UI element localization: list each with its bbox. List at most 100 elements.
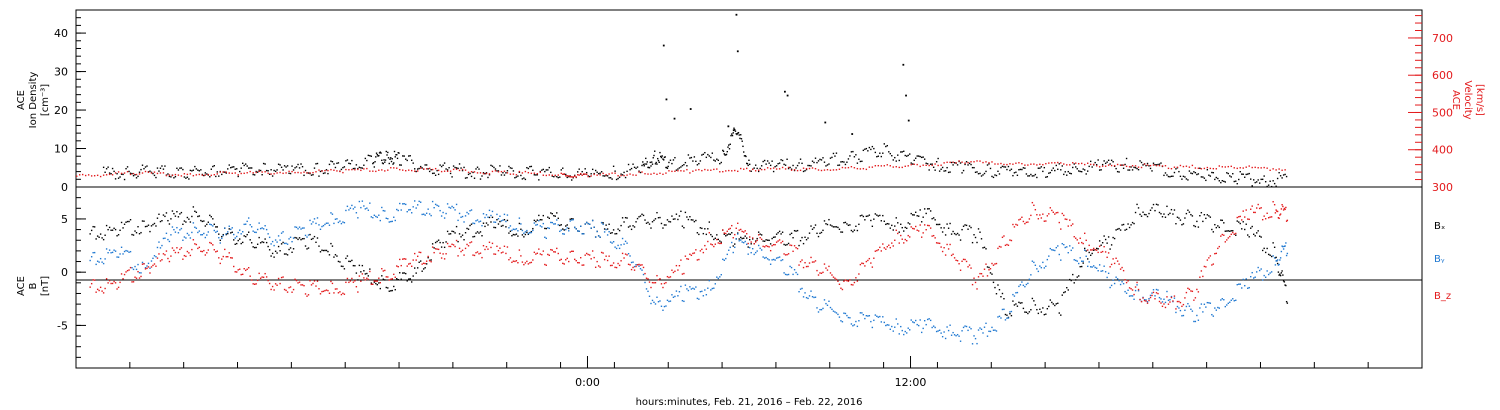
density-point-270 — [479, 178, 482, 180]
bz-point-49 — [162, 253, 165, 255]
by-point-8 — [101, 261, 103, 263]
velocity-point-266 — [844, 167, 847, 169]
bx-point-693 — [1125, 228, 1128, 231]
density-point-230 — [419, 165, 422, 168]
density-point-845 — [1285, 175, 1288, 178]
density-point-184 — [375, 156, 377, 158]
bz-point-149 — [312, 282, 314, 285]
velocity-point-49 — [222, 171, 224, 173]
density-point-4 — [108, 172, 111, 174]
velocity-point-328 — [1030, 163, 1032, 165]
bx-point-436 — [741, 237, 743, 240]
bz-point-613 — [1006, 243, 1008, 246]
density-point-352 — [602, 175, 604, 177]
bz-point-564 — [932, 234, 935, 237]
bx-point-413 — [707, 228, 709, 230]
velocity-point-89 — [342, 171, 344, 174]
density-point-544 — [835, 152, 838, 154]
bz-point-736 — [1190, 290, 1192, 292]
bz-point-773 — [1245, 209, 1247, 211]
bz-point-782 — [1258, 207, 1261, 210]
bz-point-635 — [1039, 214, 1041, 216]
by-point-139 — [297, 228, 299, 230]
bz-point-650 — [1061, 212, 1063, 215]
by-point-28 — [131, 267, 133, 269]
velocity-point-355 — [1110, 164, 1113, 167]
density-point-749 — [1142, 164, 1144, 166]
bx-point-712 — [1154, 209, 1156, 212]
bx-point-126 — [277, 245, 280, 248]
by-point-691 — [1122, 282, 1125, 285]
by-point-726 — [1175, 311, 1177, 314]
velocity-point-61 — [258, 170, 260, 172]
bz-point-732 — [1184, 297, 1186, 299]
bx-point-808 — [1285, 300, 1288, 303]
bz-point-585 — [964, 258, 966, 261]
bz-point-697 — [1131, 289, 1134, 291]
bz-point-294 — [529, 262, 531, 264]
bz-point-589 — [970, 267, 972, 269]
bz-point-83 — [213, 249, 215, 251]
bx-point-16 — [113, 227, 115, 230]
density-point-234 — [425, 164, 428, 166]
bz-point-435 — [740, 228, 742, 231]
bx-point-298 — [535, 220, 537, 223]
bz-point-277 — [503, 245, 506, 247]
bx-point-110 — [253, 246, 256, 249]
density-point-695 — [1061, 165, 1063, 167]
bz-point-0 — [89, 286, 91, 288]
density-point-386 — [647, 166, 649, 169]
by-point-636 — [1040, 266, 1043, 269]
density-point-165 — [349, 163, 352, 165]
bx-point-284 — [514, 234, 516, 236]
bz-point-677 — [1101, 250, 1104, 253]
velocity-point-225 — [722, 170, 724, 173]
by-point-564 — [932, 325, 935, 327]
by-point-453 — [766, 258, 769, 260]
bz-point-805 — [1283, 207, 1286, 210]
bz-point-608 — [998, 245, 1001, 248]
velocity-point-325 — [1021, 162, 1023, 165]
density-point-362 — [617, 177, 619, 180]
velocity-point-56 — [243, 172, 245, 175]
bz-point-79 — [207, 249, 210, 251]
bz-point-17 — [114, 282, 117, 284]
bx-point-596 — [980, 238, 983, 240]
density-point-755 — [1151, 170, 1153, 172]
by-point-69 — [192, 222, 195, 224]
density-point-211 — [395, 154, 397, 156]
bx-point-721 — [1167, 213, 1170, 216]
density-point-345 — [591, 168, 594, 171]
bz-point-153 — [318, 288, 320, 290]
by-point-570 — [941, 335, 944, 338]
by-point-357 — [623, 243, 625, 245]
bz-point-394 — [678, 264, 681, 267]
bz-point-306 — [547, 253, 549, 256]
velocity-point-116 — [422, 168, 425, 170]
density-point-347 — [594, 169, 597, 172]
density-point-313 — [544, 170, 546, 173]
density-point-476 — [741, 140, 743, 142]
density-point-540 — [829, 157, 832, 159]
density-point-630 — [964, 163, 966, 166]
bz-point-251 — [464, 247, 467, 250]
density-point-192 — [381, 159, 383, 162]
density-point-541 — [831, 156, 833, 159]
density-point-453 — [724, 154, 726, 156]
bz-point-755 — [1218, 245, 1220, 248]
by-point-631 — [1033, 261, 1035, 264]
by-point-658 — [1073, 259, 1075, 261]
bx-point-201 — [390, 290, 392, 292]
by-point-743 — [1200, 303, 1203, 305]
bz-point-78 — [206, 252, 208, 254]
bx-point-528 — [879, 214, 881, 217]
bz-point-665 — [1084, 232, 1086, 235]
by-point-499 — [835, 312, 838, 314]
bx-point-3 — [93, 226, 96, 228]
bz-point-746 — [1205, 266, 1207, 268]
bz-point-301 — [539, 253, 542, 255]
density-point-766 — [1167, 175, 1170, 178]
density-point-60 — [192, 169, 195, 171]
bz-point-146 — [307, 294, 310, 296]
density-point-813 — [1238, 178, 1240, 181]
